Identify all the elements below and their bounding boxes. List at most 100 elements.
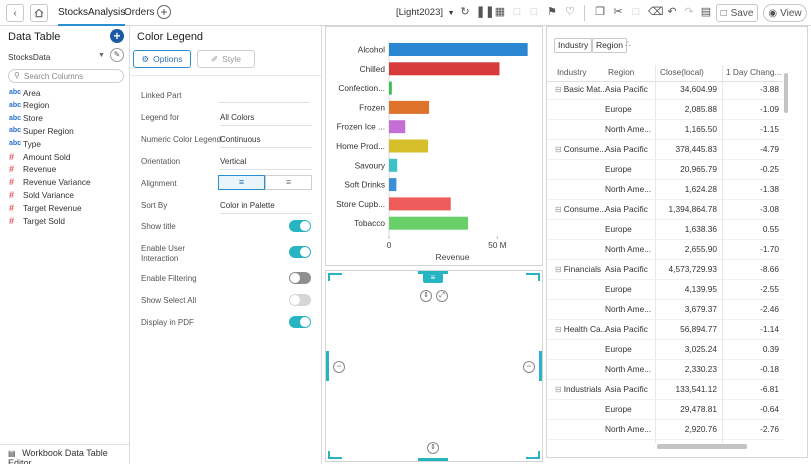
bar[interactable] xyxy=(389,158,398,172)
drag-handle[interactable]: ≡ xyxy=(423,273,443,283)
field-item[interactable]: # Target Revenue xyxy=(9,201,82,214)
bar[interactable] xyxy=(389,197,451,211)
group-row-industry[interactable]: ⊟ Financials xyxy=(555,264,601,274)
bar[interactable] xyxy=(389,216,469,230)
align-left-icon: ≡ xyxy=(238,177,245,187)
group-chip-region[interactable]: Region xyxy=(592,38,627,53)
view-button[interactable]: ◉ View xyxy=(763,4,807,22)
region-cell: Europe xyxy=(605,344,632,354)
tab-stocksanalysis[interactable]: StocksAnalysis xyxy=(58,0,126,26)
bar[interactable] xyxy=(389,62,500,76)
field-item[interactable]: abc Type xyxy=(9,137,41,150)
bar[interactable] xyxy=(389,43,528,56)
tab-options[interactable]: ⚙ Options xyxy=(133,50,191,68)
group-row-industry[interactable]: ⊟ Health Ca... xyxy=(555,324,608,334)
edit-source-button[interactable]: ✎ xyxy=(110,48,124,62)
expand-button[interactable]: ⤢ xyxy=(436,290,448,302)
bar[interactable] xyxy=(389,81,392,95)
group-chip-industry[interactable]: Industry xyxy=(554,38,593,53)
close-local-cell: 1,165.50 xyxy=(684,124,717,134)
back-button[interactable]: ‹ xyxy=(6,4,24,22)
resize-right-button[interactable]: ⇔ xyxy=(523,361,535,373)
orientation-select[interactable]: Vertical xyxy=(220,157,312,170)
bar[interactable] xyxy=(389,120,406,134)
numeric-color-legend-select[interactable]: Continuous xyxy=(220,135,312,148)
horizontal-scrollbar[interactable] xyxy=(657,444,747,449)
field-item[interactable]: # Amount Sold xyxy=(9,150,71,163)
resize-left-button[interactable]: ⇔ xyxy=(333,361,345,373)
field-item[interactable]: # Sold Variance xyxy=(9,188,74,201)
bookmark-icon[interactable]: ⚑ xyxy=(547,6,557,18)
bell-icon[interactable]: ♡ xyxy=(565,6,575,18)
bar[interactable] xyxy=(389,100,430,114)
vertical-scrollbar[interactable] xyxy=(784,73,788,113)
chevron-down-icon[interactable]: ▼ xyxy=(98,52,105,59)
field-item[interactable]: abc Super Region xyxy=(9,124,74,137)
collapse-icon[interactable]: ⊟ xyxy=(555,385,562,394)
save-button[interactable]: □ Save xyxy=(716,4,758,22)
close-local-cell: 56,894.77 xyxy=(680,324,717,334)
bar[interactable] xyxy=(389,178,397,192)
field-item[interactable]: abc Store xyxy=(9,112,43,125)
linked-part-select[interactable] xyxy=(218,91,310,103)
comment-icon[interactable]: ▤ xyxy=(700,6,712,18)
field-item[interactable]: abc Region xyxy=(9,99,49,112)
delete-icon[interactable]: ⌫ xyxy=(648,6,664,18)
day-change-cell: -1.15 xyxy=(760,124,779,134)
field-item[interactable]: # Revenue xyxy=(9,163,56,176)
close-local-cell: 1,624.28 xyxy=(684,184,717,194)
row-divider xyxy=(547,399,783,400)
undo-icon[interactable]: ↶ xyxy=(667,6,677,18)
show-title-toggle[interactable] xyxy=(289,220,311,232)
collapse-icon[interactable]: ⊟ xyxy=(555,325,562,334)
align-left-button[interactable]: ≡ xyxy=(218,175,265,190)
resize-vertical-button[interactable]: ⇕ xyxy=(420,290,432,302)
column-header[interactable]: Region xyxy=(608,67,635,77)
day-change-cell: -4.79 xyxy=(760,144,779,154)
theme-select[interactable]: [Light2023] ▼ xyxy=(396,7,455,18)
sort-by-select[interactable]: Color in Palette xyxy=(220,201,312,214)
tab-orders[interactable]: Orders xyxy=(124,7,155,18)
field-item[interactable]: # Target Sold xyxy=(9,214,65,227)
enable-filtering-toggle[interactable] xyxy=(289,272,311,284)
day-change-cell: 0.39 xyxy=(762,344,779,354)
tab-style[interactable]: ✐ Style xyxy=(197,50,255,68)
collapse-icon[interactable]: ⊟ xyxy=(555,145,562,154)
column-header[interactable]: Close(local) xyxy=(660,67,704,77)
close-local-cell: 378,445.83 xyxy=(675,144,717,154)
field-item[interactable]: # Revenue Variance xyxy=(9,176,91,189)
column-header[interactable]: 1 Day Chang... xyxy=(726,67,782,77)
data-table-panel: Data Table + StocksData ▼ ✎ ⚲ Search Col… xyxy=(0,26,130,464)
legend-for-select[interactable]: All Colors xyxy=(220,113,312,126)
tile-icon[interactable]: ▦ xyxy=(494,6,506,18)
add-data-button[interactable]: + xyxy=(110,29,124,43)
column-header[interactable]: Industry xyxy=(557,67,587,77)
copy-icon[interactable]: ❐ xyxy=(595,6,605,18)
row-divider xyxy=(547,279,783,280)
refresh-icon[interactable]: ↻ xyxy=(460,6,470,18)
bar[interactable] xyxy=(389,139,428,153)
cut-icon[interactable]: ✂ xyxy=(613,6,623,18)
pause-icon[interactable]: ❚❚ xyxy=(476,6,495,18)
resize-bottom-button[interactable]: ⇕ xyxy=(427,442,439,454)
tree-icon[interactable]: ∴ xyxy=(625,39,631,49)
workbook-data-table-editor-link[interactable]: ▤ Workbook Data Table Editor xyxy=(8,448,129,464)
collapse-icon[interactable]: ⊟ xyxy=(555,265,562,274)
group-row-industry[interactable]: ⊟ Consume... xyxy=(555,144,606,154)
home-button[interactable] xyxy=(30,4,48,22)
search-input[interactable]: ⚲ Search Columns xyxy=(8,69,124,83)
group-row-industry[interactable]: ⊟ Industrials xyxy=(555,384,602,394)
add-tab-button[interactable]: + xyxy=(157,5,171,19)
display-in-pdf-toggle[interactable] xyxy=(289,316,311,328)
field-item[interactable]: abc Area xyxy=(9,86,41,99)
field-name: Store xyxy=(23,113,43,124)
collapse-icon[interactable]: ⊟ xyxy=(555,205,562,214)
data-source-label: StocksData xyxy=(8,52,51,62)
align-right-button[interactable]: ≡ xyxy=(265,175,312,190)
enable-user-interaction-toggle[interactable] xyxy=(289,246,311,258)
group-row-industry[interactable]: ⊟ Basic Mat... xyxy=(555,84,607,94)
group-row-industry[interactable]: ⊟ Consume... xyxy=(555,204,606,214)
color-legend-placeholder[interactable]: ≡ ⇕ ⤢ ⇔ ⇔ ⇕ xyxy=(325,270,543,462)
collapse-icon[interactable]: ⊟ xyxy=(555,85,562,94)
revenue-bar-chart[interactable]: Alcohol Chilled Confection... Frozen Frozen … xyxy=(326,27,542,265)
